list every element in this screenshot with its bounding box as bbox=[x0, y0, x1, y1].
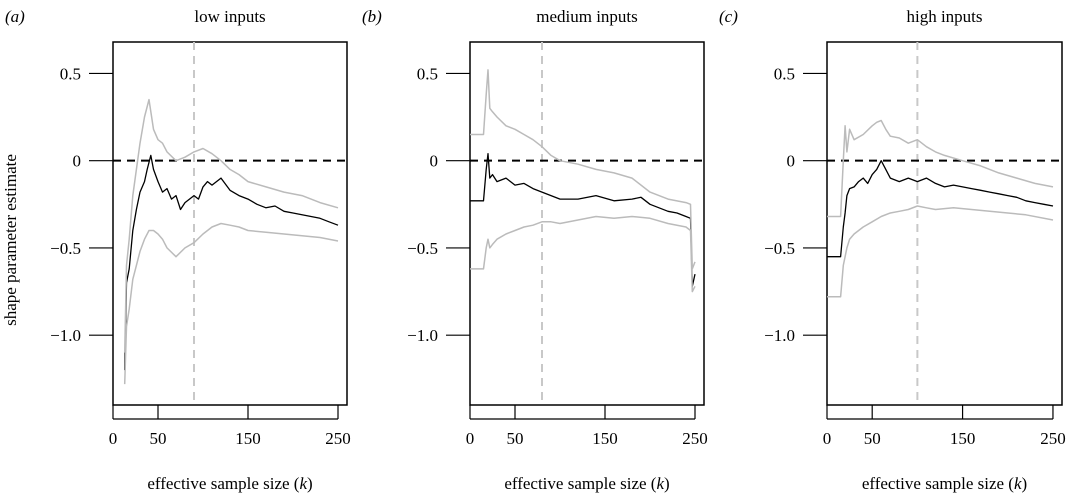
y-tick-label: −0.5 bbox=[764, 239, 795, 258]
y-tick-label: 0.5 bbox=[774, 64, 795, 83]
x-tick-label: 0 bbox=[109, 429, 118, 448]
x-tick-label: 50 bbox=[864, 429, 881, 448]
series-estimate bbox=[124, 154, 339, 371]
series-upper-bound bbox=[470, 69, 696, 270]
plot-frame bbox=[826, 41, 1063, 406]
x-tick-label: 0 bbox=[823, 429, 832, 448]
panel-3: (c) high inputs 0.5 0 −0.5 −1.0 0 50 150 250 effec… bbox=[719, 7, 1066, 493]
series-upper-bound bbox=[123, 98, 339, 353]
y-tick-label: −0.5 bbox=[50, 239, 81, 258]
y-tick-label: 0.5 bbox=[417, 64, 438, 83]
plot-frame bbox=[112, 41, 348, 406]
panel-letter: (b) bbox=[362, 7, 382, 26]
y-tick-label: −0.5 bbox=[407, 239, 438, 258]
y-tick-label: −1.0 bbox=[764, 326, 795, 345]
x-tick-label: 250 bbox=[682, 429, 708, 448]
y-tick-label: −1.0 bbox=[50, 326, 81, 345]
x-tick-label: 150 bbox=[235, 429, 261, 448]
x-axis-title: effective sample size (k) bbox=[504, 474, 669, 493]
series-lower-bound bbox=[123, 222, 339, 385]
data-layer bbox=[470, 42, 704, 405]
data-layer bbox=[113, 42, 347, 405]
series-lower-bound bbox=[470, 215, 696, 293]
x-axis-title: effective sample size (k) bbox=[147, 474, 312, 493]
panel-1: (a) low inputs 0.5 0 −0.5 −1.0 0 50 150 250 effect… bbox=[5, 7, 351, 493]
x-tick-label: 50 bbox=[507, 429, 524, 448]
panel-title: low inputs bbox=[194, 7, 265, 26]
x-axis-title: effective sample size (k) bbox=[862, 474, 1027, 493]
y-axis-title: shape parameter estimate bbox=[1, 154, 20, 326]
x-tick-label: 0 bbox=[466, 429, 475, 448]
panel-2: (b) medium inputs 0.5 0 −0.5 −1.0 0 50 150 250 eff… bbox=[362, 7, 708, 493]
x-tick-label: 50 bbox=[150, 429, 167, 448]
series-estimate bbox=[470, 153, 696, 287]
x-tick-label: 250 bbox=[325, 429, 351, 448]
data-layer bbox=[827, 42, 1062, 405]
x-tick-label: 150 bbox=[950, 429, 976, 448]
x-tick-label: 150 bbox=[592, 429, 618, 448]
y-tick-label: 0 bbox=[73, 152, 82, 171]
y-tick-label: 0 bbox=[787, 152, 796, 171]
plot-frame bbox=[469, 41, 705, 406]
series-upper-bound bbox=[827, 119, 1054, 218]
series-lower-bound bbox=[827, 205, 1054, 298]
series-estimate bbox=[827, 160, 1054, 258]
y-tick-label: 0 bbox=[430, 152, 439, 171]
panel-title: medium inputs bbox=[536, 7, 638, 26]
panel-title: high inputs bbox=[906, 7, 982, 26]
panel-letter: (c) bbox=[719, 7, 738, 26]
y-tick-label: 0.5 bbox=[60, 64, 81, 83]
panel-letter: (a) bbox=[5, 7, 25, 26]
x-tick-label: 250 bbox=[1040, 429, 1066, 448]
y-tick-label: −1.0 bbox=[407, 326, 438, 345]
